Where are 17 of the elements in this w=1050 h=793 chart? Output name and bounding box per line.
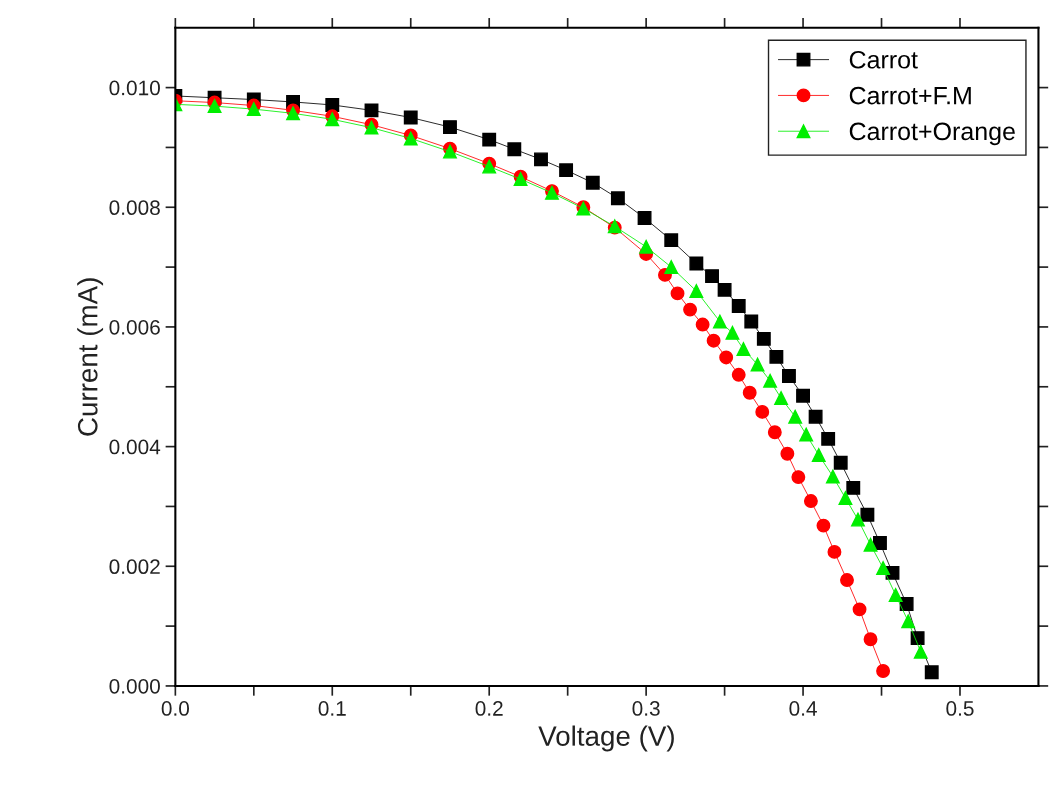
- y-tick-label: 0.002: [109, 559, 160, 575]
- y-tick-label: 0.004: [109, 439, 161, 455]
- legend-label: Carrot+F.M: [849, 86, 971, 105]
- x-tick-label: 0.2: [475, 701, 503, 716]
- legend-label: Carrot: [849, 50, 918, 69]
- x-tick-label: 0.3: [632, 701, 660, 716]
- x-tick-label: 0.4: [789, 701, 817, 716]
- x-axis-title: Voltage (V): [538, 725, 674, 752]
- y-tick-label: 0.000: [109, 678, 160, 694]
- y-tick-label: 0.008: [109, 200, 160, 216]
- y-tick-label: 0.010: [109, 80, 160, 96]
- x-tick-label: 0.0: [161, 701, 190, 716]
- legend-label: Carrot+Orange: [849, 122, 1015, 146]
- y-axis-title: Current (mA): [77, 278, 104, 436]
- x-tick-label: 0.5: [946, 701, 974, 716]
- x-tick-label: 0.1: [318, 701, 346, 716]
- y-tick-label: 0.006: [109, 319, 160, 335]
